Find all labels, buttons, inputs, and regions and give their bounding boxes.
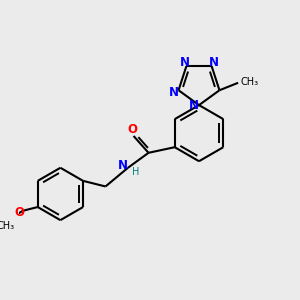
Text: N: N xyxy=(188,99,198,112)
Text: N: N xyxy=(118,159,128,172)
Text: H: H xyxy=(132,167,139,176)
Text: CH₃: CH₃ xyxy=(240,77,258,87)
Text: CH₃: CH₃ xyxy=(0,221,15,231)
Text: N: N xyxy=(179,56,190,69)
Text: N: N xyxy=(169,85,179,99)
Text: N: N xyxy=(208,56,218,69)
Text: O: O xyxy=(14,206,24,219)
Text: O: O xyxy=(128,123,138,136)
